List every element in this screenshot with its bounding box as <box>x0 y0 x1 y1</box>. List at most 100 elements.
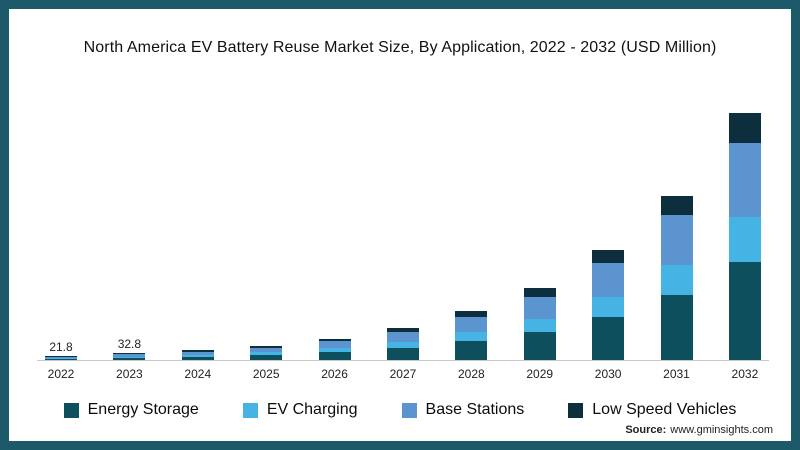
bar-2029 <box>523 287 556 361</box>
segment-energy-storage <box>728 261 761 361</box>
bars-container: 21.8 32.8 <box>45 101 761 361</box>
source-label: Source: <box>625 424 667 436</box>
segment-low-speed-vehicles <box>45 355 77 357</box>
segment-low-speed-vehicles <box>318 338 351 342</box>
segment-low-speed-vehicles <box>386 327 419 332</box>
bar-stack <box>250 345 283 361</box>
bar-2024 <box>181 350 214 361</box>
segment-low-speed-vehicles <box>660 195 693 216</box>
segment-low-speed-vehicles <box>728 112 761 143</box>
x-tick-2026: 2026 <box>321 367 348 381</box>
legend-swatch-low-speed-vehicles <box>568 402 584 418</box>
x-tick-2028: 2028 <box>457 367 485 381</box>
x-tick-2025: 2025 <box>252 367 280 381</box>
bar-2032 <box>728 112 761 361</box>
legend-item-base-stations: Base Stations <box>401 401 525 419</box>
bar-stack <box>455 311 488 361</box>
segment-base-stations <box>181 351 214 355</box>
bar-stack <box>523 287 556 361</box>
x-tick-2029: 2029 <box>526 367 554 381</box>
segment-ev-charging <box>45 358 77 359</box>
segment-ev-charging <box>318 348 351 353</box>
legend: Energy Storage EV Charging Base Stations Lo… <box>9 401 791 419</box>
x-axis-line <box>37 360 769 361</box>
legend-label-base-stations: Base Stations <box>425 401 525 418</box>
legend-label-ev-charging: EV Charging <box>266 401 358 418</box>
plot-area: 21.8 32.8 2022 2023 2024 2025 2026 2027 2028 202… <box>37 101 769 381</box>
bar-value-label-2023: 32.8 <box>117 337 142 352</box>
segment-low-speed-vehicles <box>523 287 556 297</box>
segment-base-stations <box>386 331 419 342</box>
bar-2026 <box>318 338 351 361</box>
segment-energy-storage <box>45 358 77 361</box>
segment-energy-storage <box>592 316 625 361</box>
bar-stack <box>181 350 214 361</box>
chart-title: North America EV Battery Reuse Market Si… <box>83 39 717 56</box>
x-tick-2027: 2027 <box>389 367 417 381</box>
source-url: www.gminsights.com <box>670 424 773 436</box>
x-tick-2024: 2024 <box>184 367 212 381</box>
bar-stack <box>113 353 146 361</box>
segment-energy-storage <box>523 331 556 361</box>
legend-swatch-base-stations <box>401 402 417 418</box>
legend-label-energy-storage: Energy Storage <box>87 401 199 418</box>
segment-energy-storage <box>113 357 146 361</box>
legend-item-ev-charging: EV Charging <box>242 401 358 419</box>
segment-ev-charging <box>181 354 214 357</box>
segment-base-stations <box>592 263 625 297</box>
bar-2022: 21.8 <box>45 340 77 361</box>
segment-base-stations <box>728 142 761 218</box>
segment-base-stations <box>523 296 556 319</box>
x-tick-2031: 2031 <box>663 367 690 381</box>
x-axis-labels: 2022 2023 2024 2025 2026 2027 2028 2029 2030 2031… <box>45 367 761 381</box>
segment-low-speed-vehicles <box>181 350 214 352</box>
bar-2025 <box>250 345 283 361</box>
segment-low-speed-vehicles <box>592 249 625 264</box>
bar-2030 <box>592 249 625 361</box>
segment-base-stations <box>318 341 351 348</box>
segment-energy-storage <box>455 341 488 361</box>
segment-base-stations <box>45 356 77 359</box>
segment-base-stations <box>113 354 146 357</box>
segment-energy-storage <box>386 347 419 361</box>
segment-low-speed-vehicles <box>455 311 488 318</box>
segment-low-speed-vehicles <box>113 353 146 355</box>
bar-stack <box>660 195 693 361</box>
legend-label-low-speed-vehicles: Low Speed Vehicles <box>592 401 737 418</box>
segment-ev-charging <box>455 332 488 342</box>
segment-base-stations <box>250 347 283 353</box>
bar-2027 <box>386 327 419 361</box>
segment-energy-storage <box>660 294 693 361</box>
segment-energy-storage <box>318 352 351 361</box>
segment-ev-charging <box>592 296 625 317</box>
bar-stack <box>728 112 761 361</box>
legend-item-low-speed-vehicles: Low Speed Vehicles <box>568 401 736 419</box>
x-tick-2022: 2022 <box>47 367 75 381</box>
bar-2023: 32.8 <box>113 337 146 361</box>
segment-ev-charging <box>660 265 693 295</box>
x-tick-2030: 2030 <box>594 367 622 381</box>
segment-ev-charging <box>523 318 556 332</box>
segment-base-stations <box>660 215 693 266</box>
bar-2031 <box>660 195 693 361</box>
source-attribution: Source: www.gminsights.com <box>625 424 773 436</box>
segment-base-stations <box>455 317 488 333</box>
x-tick-2023: 2023 <box>116 367 143 381</box>
x-tick-2032: 2032 <box>731 367 759 381</box>
bar-stack <box>592 249 625 361</box>
bar-stack <box>386 327 419 361</box>
bar-stack <box>45 355 77 361</box>
segment-ev-charging <box>250 352 283 355</box>
bar-2028 <box>455 311 488 361</box>
bar-value-label-2022: 21.8 <box>49 339 73 354</box>
legend-swatch-energy-storage <box>63 402 79 418</box>
segment-energy-storage <box>181 356 214 361</box>
bar-stack <box>318 338 351 361</box>
legend-swatch-ev-charging <box>242 402 258 418</box>
segment-ev-charging <box>728 217 761 262</box>
segment-low-speed-vehicles <box>250 345 283 348</box>
legend-item-energy-storage: Energy Storage <box>63 401 199 419</box>
segment-ev-charging <box>113 356 146 358</box>
segment-energy-storage <box>250 354 283 361</box>
